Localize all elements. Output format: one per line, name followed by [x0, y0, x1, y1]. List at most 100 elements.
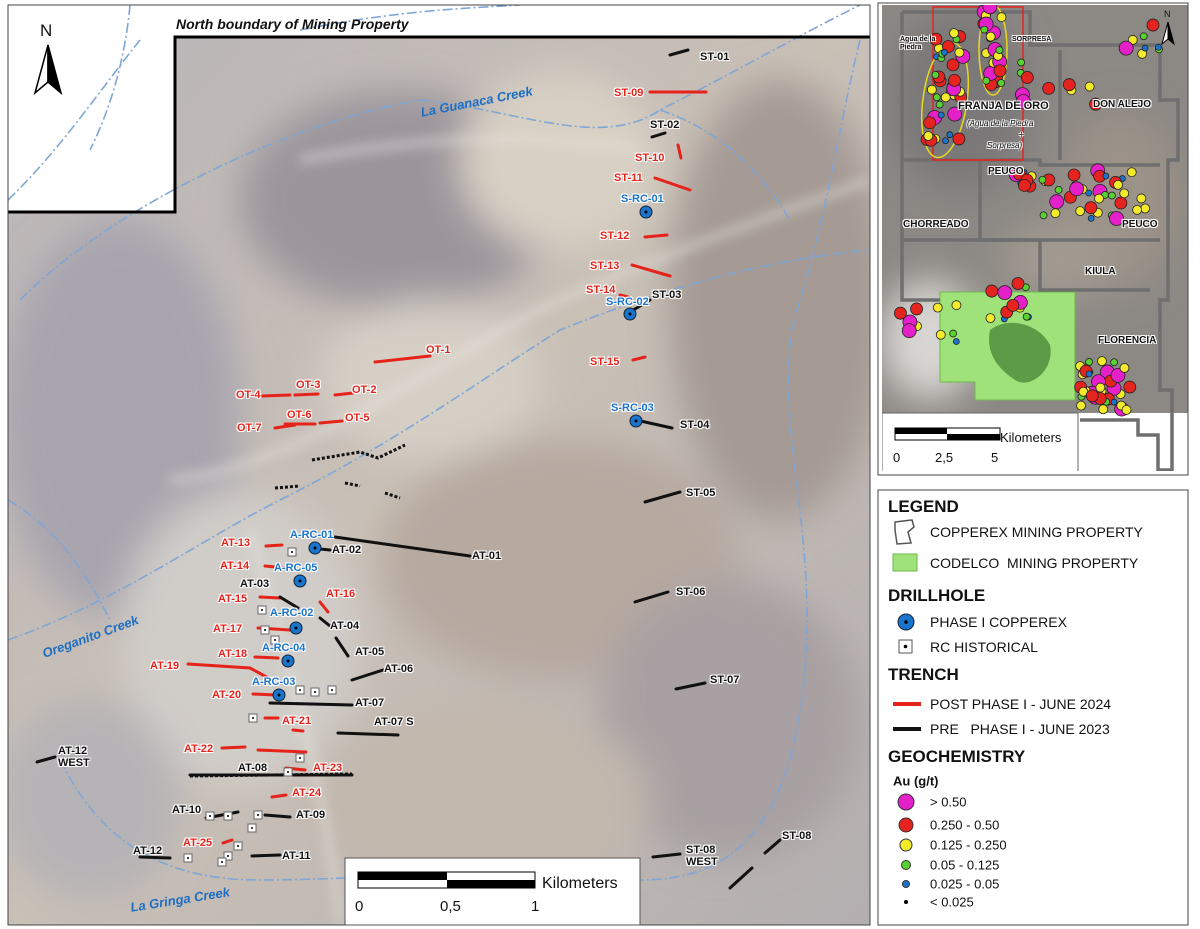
post-phase-trench [260, 393, 292, 398]
geochem-sample [1123, 380, 1137, 394]
label: AT-20 [212, 689, 242, 701]
geochem-sample [1121, 405, 1132, 415]
label: OT-5 [345, 412, 370, 424]
geochem-sample [1146, 18, 1160, 32]
label: SORPRESA [1012, 36, 1052, 43]
label: AT-10 [172, 804, 202, 816]
geochem-sample [949, 28, 959, 39]
rc-historical-center [257, 814, 259, 816]
geochem-sample [1155, 43, 1162, 51]
post-phase-trench [373, 354, 432, 364]
post-phase-trench [273, 423, 297, 430]
pre-phase-trench [650, 131, 667, 139]
geochem-sample [894, 306, 907, 320]
rc-historical-center [331, 689, 333, 691]
label: AT-01 [472, 550, 502, 562]
drillhole-center [277, 693, 281, 697]
geochem-sample [1006, 298, 1020, 312]
label: PEUCO [1122, 219, 1158, 230]
satellite-image [8, 5, 870, 925]
label: 1 [531, 898, 540, 915]
pre-phase-trench [350, 668, 385, 682]
geochem-sample [926, 84, 937, 95]
post-phase-trench [333, 391, 355, 397]
post-phase-trench [318, 600, 330, 614]
label: ST-08 WEST [686, 844, 718, 868]
geochem-sample [1069, 181, 1085, 197]
label: N [1164, 9, 1171, 19]
geochem-sample [985, 31, 996, 42]
post-phase-trench [653, 176, 692, 192]
rc-historical-center [237, 845, 239, 847]
label: A-RC-02 [270, 607, 314, 619]
label: > 0.50 [930, 794, 967, 810]
label: AT-21 [282, 715, 312, 727]
geochem-sample [1108, 191, 1116, 200]
pre-phase-trench [138, 855, 172, 860]
geochem-sample [946, 58, 960, 72]
geochem-sample [1136, 193, 1147, 204]
geochem-sample [1114, 196, 1128, 210]
label: GEOCHEMISTRY [888, 747, 1026, 766]
post-phase-trench [258, 595, 282, 600]
label: AT-18 [218, 648, 248, 660]
label: KIULA [1085, 266, 1116, 277]
rc-historical-center [227, 855, 229, 857]
pre-phase-trench [278, 595, 300, 610]
pre-phase-trench [633, 590, 670, 604]
pre-phase-trench [336, 731, 400, 737]
geochem-sample [1020, 71, 1034, 84]
post-phase-trench [220, 745, 308, 754]
label: AT-16 [326, 588, 356, 600]
label: AT-12 [133, 845, 163, 857]
pre-phase-trench [250, 853, 282, 858]
label: Kilometers [542, 875, 618, 892]
label: ST-15 [590, 356, 620, 368]
geochem-sample [1085, 358, 1093, 366]
label: AT-14 [220, 560, 250, 572]
pre-phase-trench [643, 490, 682, 504]
inset-map [882, 5, 1188, 471]
geochem-sample [1084, 81, 1095, 92]
geochem-sample [1102, 172, 1110, 180]
label: AT-19 [150, 660, 180, 672]
rc-historical-center [274, 639, 276, 641]
geochem-sample [1109, 211, 1124, 226]
label: ST-06 [676, 586, 706, 598]
rc-historical-center [291, 551, 293, 553]
label: RC HISTORICAL [930, 639, 1038, 655]
label: S-RC-01 [621, 193, 664, 205]
label: ST-04 [680, 419, 710, 431]
label: PHASE I COPPEREX [930, 614, 1067, 630]
label: OT-1 [426, 344, 451, 356]
pre-phase-trench [318, 616, 332, 628]
geochem-sample [1050, 208, 1061, 219]
geochem-sample [940, 92, 951, 103]
label: AT-02 [332, 544, 362, 556]
geochem-sample [952, 132, 966, 146]
rc-historical-center [299, 757, 301, 759]
geochem-sample [1067, 168, 1081, 182]
label: PRE PHASE I - JUNE 2023 [930, 721, 1110, 737]
label: 0.250 - 0.50 [930, 817, 1000, 833]
geochem-sample [931, 70, 940, 79]
label: + [1019, 130, 1024, 139]
geochem-sample [942, 137, 949, 145]
pre-phase-trench [333, 535, 472, 558]
label: OT-2 [352, 384, 377, 396]
label: Sorpresa) [987, 141, 1023, 150]
label: ST-14 [586, 284, 616, 296]
label: AT-24 [292, 787, 322, 799]
geochem-sample [1085, 189, 1093, 197]
geochem-sample [954, 47, 965, 58]
label: A-RC-01 [290, 529, 334, 541]
label: ST-07 [710, 674, 740, 686]
label: Au (g/t) [893, 773, 939, 789]
label: AT-12 WEST [58, 745, 90, 769]
geochem-sample [1054, 186, 1063, 194]
rc-historical-center [287, 771, 289, 773]
rc-historical-center [252, 717, 254, 719]
rc-historical-center [227, 815, 229, 817]
geochem-sample [1097, 356, 1107, 367]
